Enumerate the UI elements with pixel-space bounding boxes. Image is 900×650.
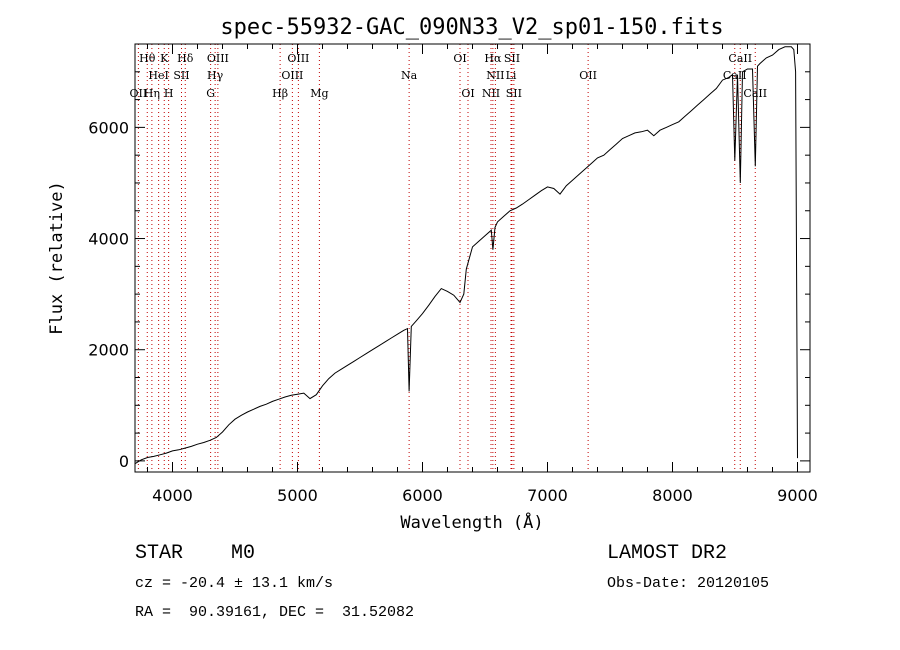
- line-label-2: Hη: [144, 87, 160, 100]
- y-tick-label-3: 6000: [88, 118, 129, 137]
- chart-title: spec-55932-GAC_090N33_V2_sp01-150.fits: [220, 15, 723, 40]
- x-tick-label-1: 5000: [277, 486, 318, 505]
- line-label-3: K: [160, 52, 169, 65]
- y-axis-ticks: 0 2000 4000 6000: [88, 71, 810, 471]
- x-axis-ticks: 4000 5000 6000 7000 8000 9000: [147, 44, 818, 505]
- emission-absorption-line-markers: [137, 44, 756, 472]
- plot-frame: [134, 43, 811, 473]
- line-label-8: OIII: [207, 52, 229, 65]
- line-label-12: OIII: [281, 69, 303, 82]
- line-label-15: Na: [401, 69, 418, 82]
- line-label-5: SII: [173, 69, 189, 82]
- line-label-21: Li: [506, 69, 517, 82]
- line-label-14: Mg: [310, 87, 328, 100]
- line-label-18: Hα: [484, 52, 502, 65]
- line-label-11: OIII: [287, 52, 309, 65]
- x-axis-label: Wavelength (Å): [400, 511, 543, 533]
- observation-date: Obs-Date: 20120105: [607, 575, 770, 592]
- y-axis-label: Flux (relative): [47, 181, 67, 335]
- y-tick-label-0: 0: [119, 452, 129, 471]
- line-label-6: H: [164, 87, 174, 100]
- coordinates: RA = 90.39161, DEC = 31.52082: [135, 604, 415, 621]
- line-label-16: OI: [453, 52, 466, 65]
- line-label-19: SII: [504, 52, 520, 65]
- x-tick-label-5: 9000: [777, 486, 818, 505]
- y-tick-label-2: 4000: [88, 230, 129, 249]
- object-class: STAR M0: [135, 542, 256, 565]
- redshift-velocity: cz = -20.4 ± 13.1 km/s: [135, 575, 334, 592]
- line-label-10: G: [206, 87, 215, 100]
- line-label-0: Hθ: [139, 52, 156, 65]
- y-tick-label-1: 2000: [88, 341, 129, 360]
- line-label-7: Hδ: [177, 52, 194, 65]
- line-label-27: CaII: [743, 87, 767, 100]
- survey-name: LAMOST DR2: [607, 542, 728, 565]
- line-label-9: Hγ: [207, 69, 224, 82]
- x-tick-label-2: 6000: [402, 486, 443, 505]
- x-tick-label-4: 8000: [652, 486, 693, 505]
- x-tick-label-0: 4000: [152, 486, 193, 505]
- line-label-17: OI: [461, 87, 474, 100]
- line-label-25: CaII: [728, 52, 752, 65]
- line-label-1: OII: [130, 87, 148, 100]
- line-label-22: NII: [482, 87, 500, 100]
- line-label-4: HeI: [148, 69, 168, 82]
- flux-series-line: [134, 46, 798, 465]
- line-label-24: OII: [579, 69, 597, 82]
- line-label-23: SII: [506, 87, 522, 100]
- line-label-26: CaII: [723, 69, 747, 82]
- line-label-13: Hβ: [272, 87, 288, 100]
- x-tick-label-3: 7000: [527, 486, 568, 505]
- line-label-20: NII: [486, 69, 504, 82]
